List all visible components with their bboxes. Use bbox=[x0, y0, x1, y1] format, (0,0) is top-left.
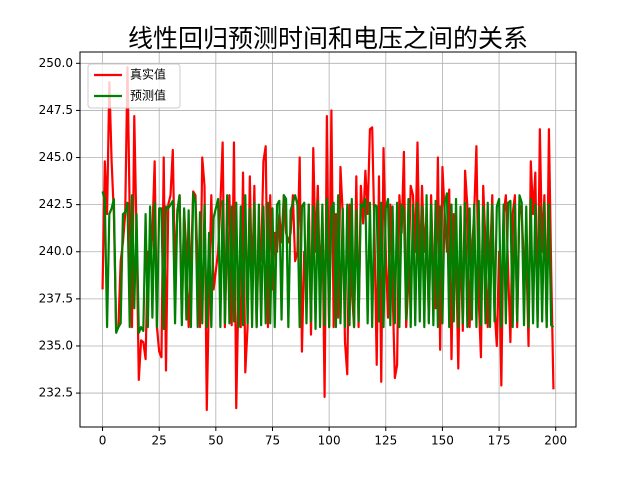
y-tick-label: 245.0 bbox=[39, 150, 73, 164]
y-tick-label: 232.5 bbox=[39, 386, 73, 400]
axes-frame bbox=[79, 51, 577, 428]
y-tick-label: 237.5 bbox=[39, 291, 73, 305]
x-tick-label: 150 bbox=[431, 434, 454, 448]
y-tick-label: 250.0 bbox=[39, 56, 73, 70]
x-tick-label: 25 bbox=[152, 434, 167, 448]
x-tick-label: 125 bbox=[374, 434, 397, 448]
legend-label: 预测值 bbox=[130, 88, 166, 103]
x-tick-label: 50 bbox=[208, 434, 223, 448]
y-tick-label: 235.0 bbox=[39, 338, 73, 352]
legend-label: 真实值 bbox=[130, 67, 166, 82]
x-tick-label: 0 bbox=[99, 434, 107, 448]
y-tick-label: 240.0 bbox=[39, 244, 73, 258]
chart-title: 线性回归预测时间和电压之间的关系 bbox=[128, 24, 528, 53]
y-tick-label: 242.5 bbox=[39, 197, 73, 211]
x-tick-label: 100 bbox=[318, 434, 341, 448]
series-line bbox=[101, 191, 555, 334]
x-tick-label: 200 bbox=[544, 434, 567, 448]
y-tick-label: 247.5 bbox=[39, 103, 73, 117]
x-tick-label: 75 bbox=[265, 434, 280, 448]
x-tick-label: 175 bbox=[488, 434, 511, 448]
